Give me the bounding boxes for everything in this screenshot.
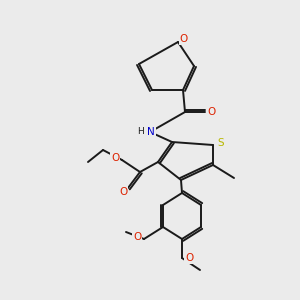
Text: O: O — [111, 153, 119, 163]
Text: H: H — [138, 127, 144, 136]
Text: O: O — [185, 253, 193, 263]
Text: O: O — [133, 232, 141, 242]
Text: O: O — [208, 107, 216, 117]
Text: O: O — [180, 34, 188, 44]
Text: O: O — [119, 187, 127, 197]
Text: S: S — [218, 138, 224, 148]
Text: N: N — [147, 127, 155, 137]
